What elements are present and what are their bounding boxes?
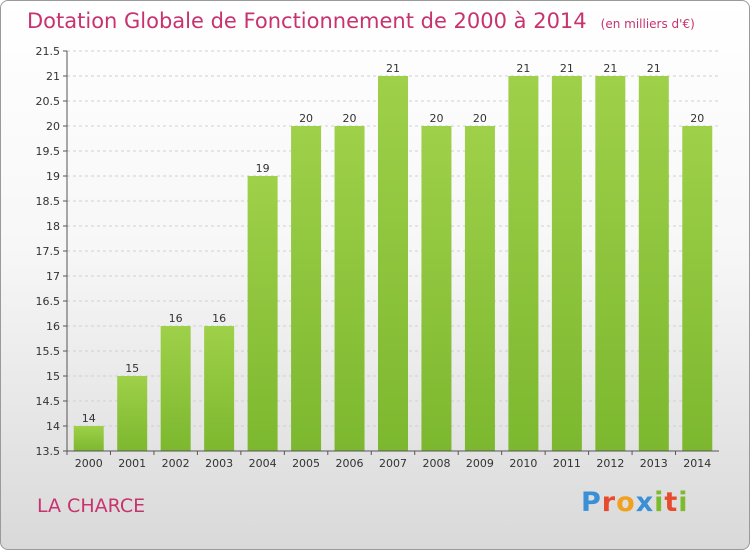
y-tick-label: 21.5 <box>36 45 61 58</box>
y-tick-label: 21 <box>46 70 60 83</box>
logo-letter: i <box>678 487 689 518</box>
proxiti-logo: Proxiti <box>581 487 689 518</box>
x-tick-label-2002: 2002 <box>162 457 190 470</box>
x-tick-label-2006: 2006 <box>336 457 364 470</box>
x-tick-label-2005: 2005 <box>292 457 320 470</box>
y-tick-label: 16 <box>46 320 60 333</box>
bar-2004 <box>247 176 278 451</box>
place-name: LA CHARCE <box>37 495 146 517</box>
y-tick-label: 17.5 <box>36 245 61 258</box>
bar-2008 <box>421 126 452 451</box>
logo-letter: o <box>616 487 636 518</box>
data-label-2005: 20 <box>299 112 313 125</box>
y-tick-label: 17 <box>46 270 60 283</box>
y-tick-label: 18.5 <box>36 195 61 208</box>
x-tick-label-2011: 2011 <box>553 457 581 470</box>
x-tick-label-2000: 2000 <box>75 457 103 470</box>
logo-letter: x <box>635 487 655 518</box>
y-tick-label: 18 <box>46 220 60 233</box>
x-tick-label-2010: 2010 <box>509 457 537 470</box>
data-label-2010: 21 <box>516 62 530 75</box>
data-label-2014: 20 <box>690 112 704 125</box>
y-tick-label: 13.5 <box>36 445 61 458</box>
y-tick-label: 15.5 <box>36 345 61 358</box>
data-label-2012: 21 <box>603 62 617 75</box>
data-label-2006: 20 <box>343 112 357 125</box>
bar-2005 <box>291 126 322 451</box>
y-tick-label: 14 <box>46 420 60 433</box>
bar-2011 <box>551 76 582 451</box>
logo-letter: i <box>654 487 665 518</box>
x-tick-label-2013: 2013 <box>640 457 668 470</box>
data-label-2003: 16 <box>212 312 226 325</box>
bars: 14 15 16 16 19 20 20 21 20 20 21 21 21 21 20 <box>73 62 713 451</box>
data-label-2001: 15 <box>125 362 139 375</box>
data-label-2000: 14 <box>82 412 96 425</box>
x-tick-label-2008: 2008 <box>422 457 450 470</box>
bar-2006 <box>334 126 365 451</box>
x-axis: 2000 2001 2002 2003 2004 2005 2006 2007 2008 2009… <box>66 450 719 470</box>
y-tick-label: 14.5 <box>36 395 61 408</box>
data-label-2013: 21 <box>647 62 661 75</box>
logo-letter: P <box>581 487 602 518</box>
x-tick-label-2001: 2001 <box>118 457 146 470</box>
y-tick-label: 16.5 <box>36 295 61 308</box>
logo-letter: r <box>601 487 617 518</box>
bar-2010 <box>508 76 539 451</box>
y-tick-label: 15 <box>46 370 60 383</box>
y-tick-label: 20 <box>46 120 60 133</box>
bar-2002 <box>160 326 191 451</box>
data-label-2009: 20 <box>473 112 487 125</box>
bar-2014 <box>682 126 713 451</box>
x-tick-label-2012: 2012 <box>596 457 624 470</box>
data-label-2008: 20 <box>429 112 443 125</box>
logo-letter: t <box>664 487 679 518</box>
data-label-2002: 16 <box>169 312 183 325</box>
bar-2007 <box>378 76 408 451</box>
data-label-2004: 19 <box>256 162 270 175</box>
chart-title: Dotation Globale de Fonctionnement de 20… <box>27 9 695 33</box>
chart-unit: (en milliers d'€) <box>600 17 695 31</box>
data-label-2011: 21 <box>560 62 574 75</box>
y-tick-label: 19.5 <box>36 145 61 158</box>
x-tick-label-2003: 2003 <box>205 457 233 470</box>
x-tick-label-2009: 2009 <box>466 457 494 470</box>
y-tick-label: 20.5 <box>36 95 61 108</box>
x-tick-label-2004: 2004 <box>249 457 277 470</box>
x-tick-label-2007: 2007 <box>379 457 407 470</box>
data-label-2007: 21 <box>386 62 400 75</box>
bar-2009 <box>464 126 495 451</box>
bar-2003 <box>204 326 235 451</box>
bar-2012 <box>595 76 626 451</box>
bar-2013 <box>638 76 669 451</box>
y-tick-label: 19 <box>46 170 60 183</box>
bar-2000 <box>73 426 104 451</box>
y-axis: 13.5 14 14.5 15 15.5 16 16.5 17 17.5 18 18.5 19 19.5… <box>36 45 68 458</box>
x-tick-label-2014: 2014 <box>683 457 711 470</box>
chart-title-text: Dotation Globale de Fonctionnement de 20… <box>27 9 587 33</box>
bar-2001 <box>117 376 148 451</box>
